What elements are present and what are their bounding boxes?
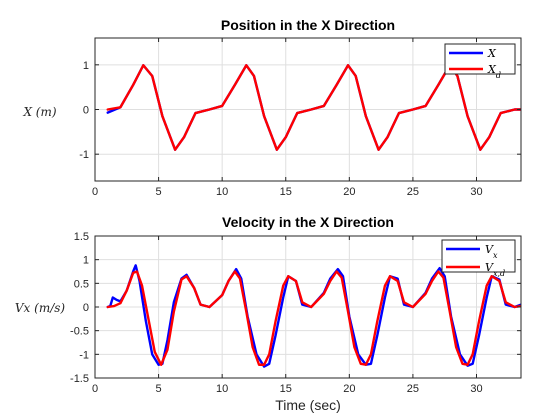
x-tick-label: 0 <box>92 186 98 198</box>
velocity-panel: Velocity in the X Direction Vx (m/s) Tim… <box>15 214 522 413</box>
chart-title: Velocity in the X Direction <box>222 214 394 230</box>
y-tick-label: -1.5 <box>70 373 89 385</box>
x-tick-label: 0 <box>92 383 98 395</box>
legend: XXd <box>444 43 516 80</box>
y-tick-label: 0 <box>83 105 89 117</box>
y-axis-label: Vx (m/s) <box>15 301 66 315</box>
x-tick-label: 30 <box>470 186 482 198</box>
x-tick-label: 15 <box>280 186 292 198</box>
x-tick-label: 10 <box>216 383 228 395</box>
y-tick-label: -0.5 <box>70 326 89 338</box>
x-tick-label: 25 <box>407 186 419 198</box>
x-tick-label: 15 <box>280 383 292 395</box>
y-tick-label: 1 <box>83 255 89 267</box>
x-tick-label: 25 <box>407 383 419 395</box>
y-tick-label: -1 <box>79 149 89 161</box>
x-tick-label: 5 <box>156 383 162 395</box>
legend-subscript: x <box>493 251 498 260</box>
legend-subscript: d <box>496 71 501 80</box>
x-tick-label: 10 <box>216 186 228 198</box>
series-line <box>106 270 521 366</box>
y-tick-label: 0 <box>83 302 89 314</box>
legend-subscript: x,d <box>493 269 505 278</box>
x-axis-label: Time (sec) <box>275 397 341 413</box>
x-tick-label: 5 <box>156 186 162 198</box>
y-tick-label: 1 <box>83 60 89 72</box>
legend-label: X <box>487 47 497 60</box>
y-tick-label: 1.5 <box>74 231 89 243</box>
x-tick-label: 20 <box>343 383 355 395</box>
chart-title: Position in the X Direction <box>221 17 395 33</box>
y-tick-label: -1 <box>79 349 89 361</box>
x-tick-label: 30 <box>470 383 482 395</box>
x-tick-label: 20 <box>343 186 355 198</box>
y-tick-label: 0.5 <box>74 278 89 290</box>
position-panel: Position in the X Direction X (m) 0 5 10 15… <box>22 17 522 198</box>
y-axis-label: X (m) <box>22 105 56 119</box>
